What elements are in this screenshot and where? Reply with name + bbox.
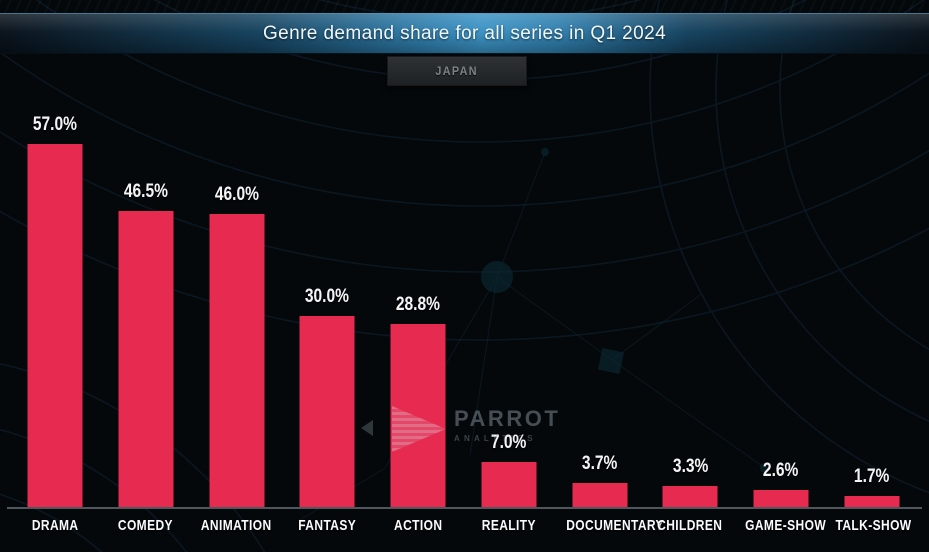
category-label-action: ACTION [393,517,443,534]
value-label-documentary: 3.7% [581,453,618,474]
bar-group-documentary: 3.7% DOCUMENTARY [554,0,664,552]
tab-region-label: JAPAN [435,64,479,78]
bar-group-reality: 7.0% REALITY [463,0,555,552]
category-label-children: CHILDREN [657,517,723,534]
bar-group-drama: 57.0% DRAMA [9,0,101,552]
value-label-children: 3.3% [672,456,708,477]
bar-group-talk-show: 1.7% TALK-SHOW [826,0,918,552]
bar-group-comedy: 46.5% COMEDY [100,0,192,552]
bar-action[interactable] [390,324,446,507]
bar-group-fantasy: 30.0% FANTASY [281,0,373,552]
bar-comedy[interactable] [118,211,174,507]
value-label-animation: 46.0% [214,184,259,205]
category-label-animation: ANIMATION [201,517,272,534]
bar-talk-show[interactable] [844,496,900,507]
value-label-action: 28.8% [395,294,441,315]
bar-documentary[interactable] [572,483,628,507]
x-axis-baseline [7,507,922,509]
bar-reality[interactable] [481,462,537,507]
bar-drama[interactable] [27,144,83,507]
value-label-talk-show: 1.7% [853,466,890,487]
value-label-drama: 57.0% [33,114,78,135]
category-label-game-show: GAME-SHOW [745,517,827,534]
value-label-game-show: 2.6% [763,460,799,481]
bar-group-game-show: 2.6% GAME-SHOW [735,0,827,552]
tab-region-japan[interactable]: JAPAN [387,56,527,86]
value-label-comedy: 46.5% [123,181,168,202]
bar-children[interactable] [662,486,718,507]
top-streak-texture [0,0,929,14]
bar-animation[interactable] [209,214,265,507]
bar-game-show[interactable] [753,490,809,507]
value-label-reality: 7.0% [491,432,527,453]
value-label-fantasy: 30.0% [305,286,350,307]
page-title: Genre demand share for all series in Q1 … [262,22,667,44]
category-label-reality: REALITY [481,517,536,534]
title-band: Genre demand share for all series in Q1 … [0,13,929,54]
category-label-comedy: COMEDY [118,517,174,534]
bar-group-animation: 46.0% ANIMATION [191,0,283,552]
bar-fantasy[interactable] [299,316,355,507]
category-label-drama: DRAMA [31,517,79,534]
bar-group-action: 28.8% ACTION [372,0,464,552]
category-label-talk-show: TALK-SHOW [835,517,912,534]
category-label-documentary: DOCUMENTARY [565,517,664,534]
bar-group-children: 3.3% CHILDREN [644,0,736,552]
category-label-fantasy: FANTASY [298,517,357,534]
